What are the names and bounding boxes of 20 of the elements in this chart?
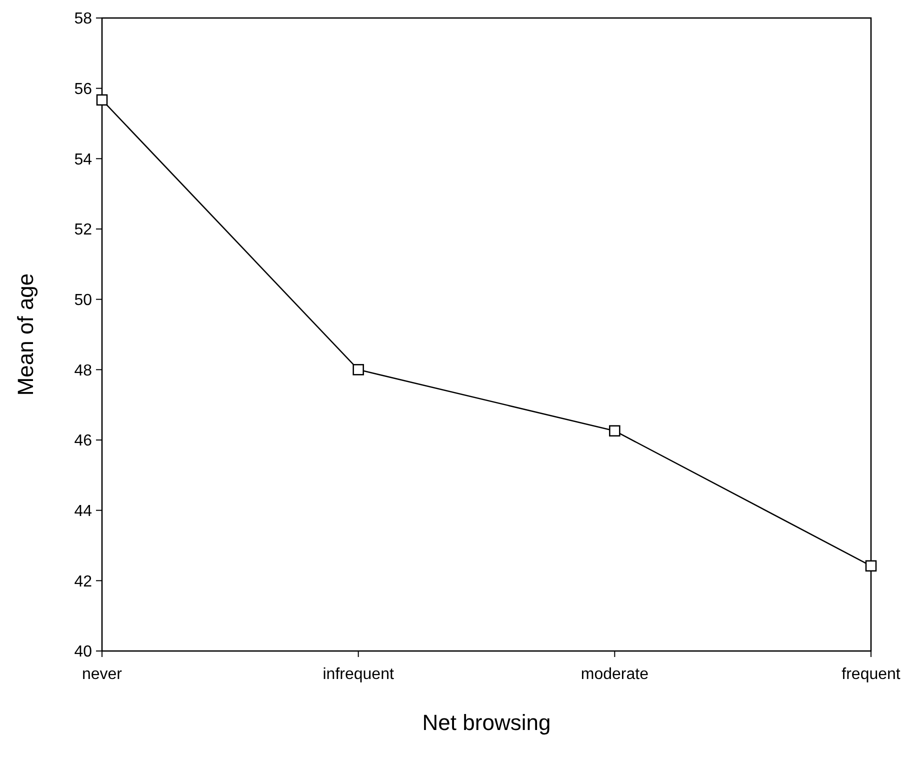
x-tick-label: frequent [842, 666, 901, 683]
point [96, 94, 108, 106]
y-tick-label: 46 [74, 432, 92, 450]
y-tick-label: 50 [74, 292, 92, 309]
x-tick-label: moderate [580, 666, 649, 683]
y-tick-label: 48 [74, 362, 92, 380]
y-tick-label: 44 [74, 502, 92, 520]
y-axis-title: Mean of age [13, 273, 38, 396]
y-tick-label: 52 [74, 222, 92, 239]
y-tick-label: 40 [74, 644, 92, 661]
point [865, 560, 877, 572]
x-tick-label: never [82, 666, 123, 683]
point [352, 364, 364, 376]
y-tick-label: 56 [74, 80, 92, 98]
point [609, 425, 620, 437]
x-axis-title: Net browsing [422, 710, 551, 735]
y-tick-label: 58 [74, 10, 92, 28]
y-tick-label: 42 [74, 573, 92, 590]
y-tick-label: 54 [74, 151, 92, 168]
x-tick-label: infrequent [322, 666, 394, 683]
